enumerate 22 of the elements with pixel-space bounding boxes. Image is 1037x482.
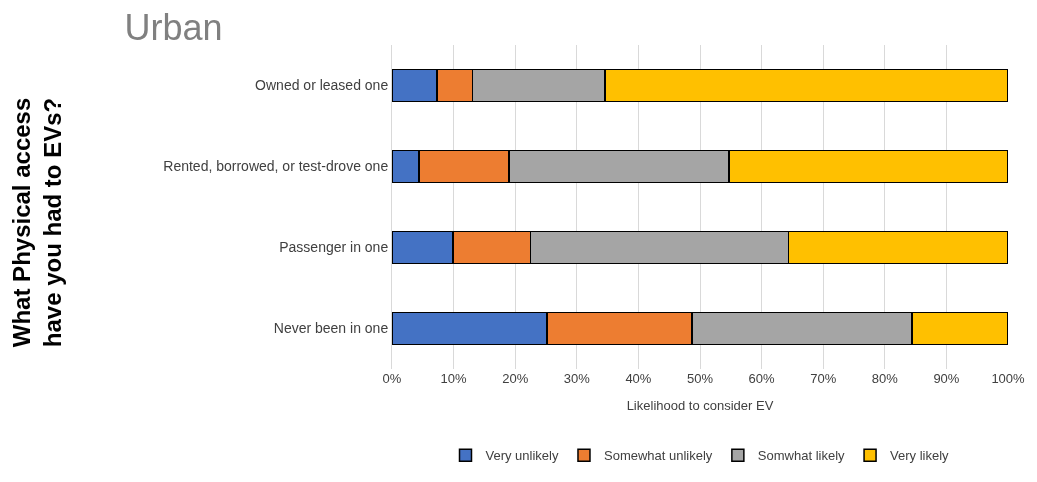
chart-title: Urban (124, 6, 223, 48)
x-tick-label: 80% (871, 371, 899, 386)
y-tick-label: Rented, borrowed, or test-drove one (163, 158, 389, 175)
x-tick-label: 90% (933, 371, 960, 386)
x-tick-label: 30% (563, 371, 591, 386)
x-tick-label: 70% (810, 371, 837, 386)
x-tick-label: 50% (686, 371, 714, 386)
x-tick-label: 20% (502, 371, 529, 386)
x-axis-title: Likelihood to consider EV (626, 397, 774, 413)
x-tick-label: 40% (625, 371, 652, 386)
x-tick-label: 0% (382, 371, 402, 386)
y-axis-title: What Physical access have you had to EVs? (7, 97, 66, 348)
y-tick-label: Passenger in one (279, 239, 389, 256)
x-tick-label: 60% (748, 371, 776, 386)
legend-label: Somwhat likely (757, 448, 846, 464)
y-tick-label: Owned or leased one (255, 77, 389, 94)
legend-label: Somewhat unlikely (603, 448, 713, 464)
x-tick-label: 100% (991, 371, 1026, 386)
legend-label: Very unlikely (485, 448, 559, 464)
y-tick-label: Never been in one (273, 320, 389, 337)
legend-label: Very likely (890, 448, 950, 464)
x-tick-label: 10% (440, 371, 468, 386)
